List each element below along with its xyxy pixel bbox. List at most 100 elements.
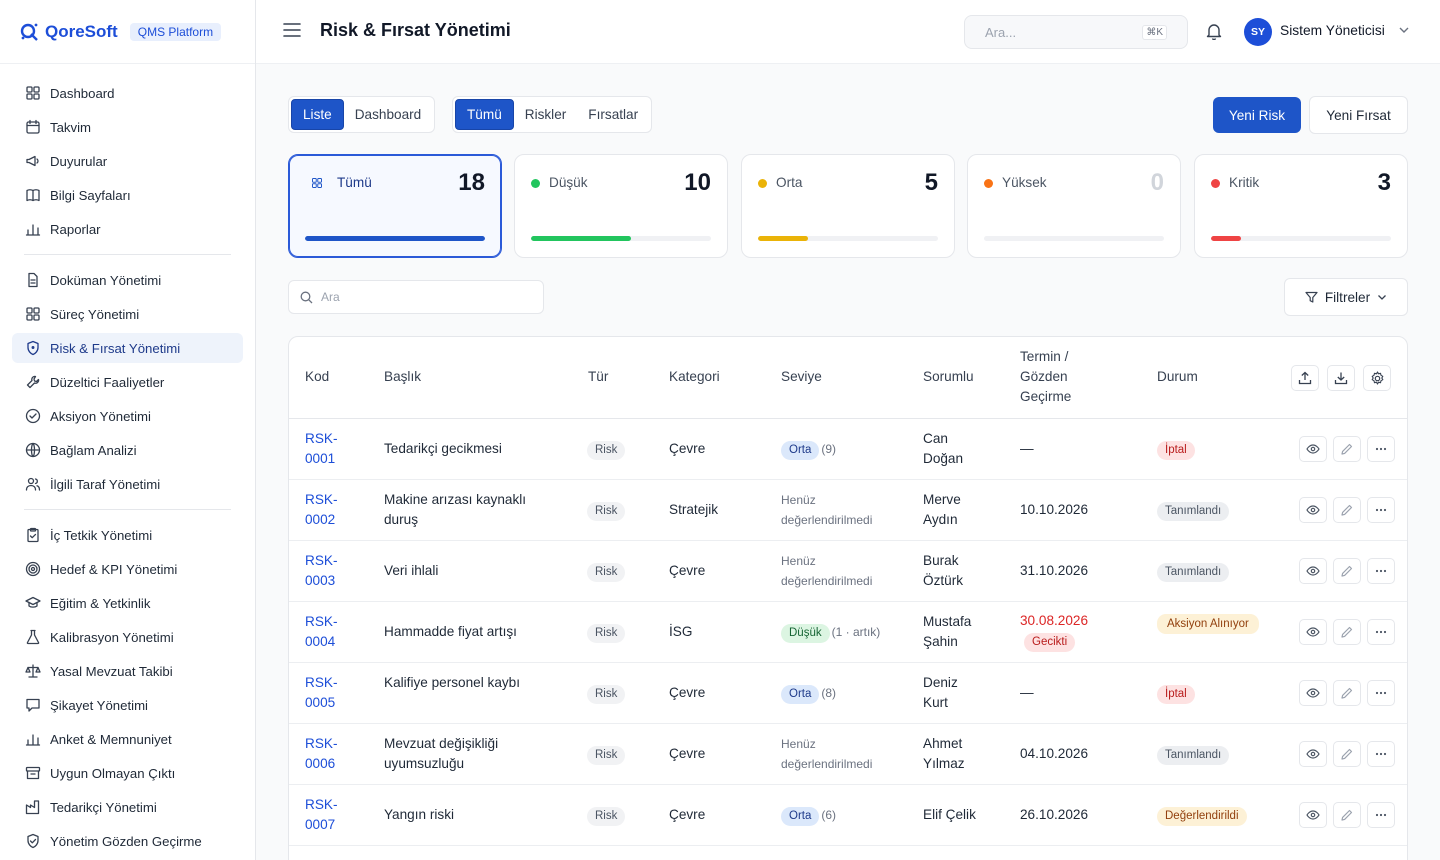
sidebar-item-uygun-olmayan-kt[interactable]: Uygun Olmayan Çıktı xyxy=(12,758,243,788)
sidebar-item-d-zeltici-faaliyetler[interactable]: Düzeltici Faaliyetler xyxy=(12,367,243,397)
sidebar-item-anket-memnuniyet[interactable]: Anket & Memnuniyet xyxy=(12,724,243,754)
risk-code-link[interactable]: RSK- 0001 xyxy=(305,429,337,469)
sidebar-item-kalibrasyon-y-netimi[interactable]: Kalibrasyon Yönetimi xyxy=(12,622,243,652)
bell-icon[interactable] xyxy=(1206,22,1222,40)
sidebar-item-i-lgili-taraf-y-netimi[interactable]: İlgili Taraf Yönetimi xyxy=(12,469,243,499)
stat-card-3[interactable]: Yüksek 0 xyxy=(967,154,1181,258)
menu-icon[interactable] xyxy=(283,22,301,38)
eye-button[interactable] xyxy=(1299,680,1327,706)
logo[interactable]: QoreSoft xyxy=(20,22,118,42)
sidebar-item-raporlar[interactable]: Raporlar xyxy=(12,214,243,244)
table-row[interactable]: RSK- 0001 Tedarikçi gecikmesi Risk Çevre Orta… xyxy=(289,419,1407,480)
sidebar-item-risk-f-rsat-y-netimi[interactable]: Risk & Fırsat Yönetimi xyxy=(12,333,243,363)
risk-code-link[interactable]: RSK- 0005 xyxy=(305,673,337,713)
sidebar-item-duyurular[interactable]: Duyurular xyxy=(12,146,243,176)
sidebar-item-aksiyon-y-netimi[interactable]: Aksiyon Yönetimi xyxy=(12,401,243,431)
status-badge: Tanımlandı xyxy=(1157,563,1230,582)
table-row[interactable]: RSK- 0004 Hammadde fiyat artışı Risk İSG Düşü… xyxy=(289,602,1407,663)
eye-button[interactable] xyxy=(1299,497,1327,523)
risk-code-link[interactable]: RSK- 0003 xyxy=(305,551,337,591)
sidebar-item-dashboard[interactable]: Dashboard xyxy=(12,78,243,108)
status-badge: Tanımlandı xyxy=(1157,502,1230,521)
table-row[interactable]: RSK- 0006 Mevzuat değişikliği uyumsuzluğu R… xyxy=(289,724,1407,785)
sidebar-item-takvim[interactable]: Takvim xyxy=(12,112,243,142)
table-row[interactable]: RSK- 0005 Kalifiye personel kaybı Risk Çevre… xyxy=(289,663,1407,724)
more-button[interactable] xyxy=(1367,802,1395,828)
pencil-icon xyxy=(1341,687,1353,699)
more-button[interactable] xyxy=(1367,436,1395,462)
eye-button[interactable] xyxy=(1299,558,1327,584)
import-button[interactable] xyxy=(1327,365,1355,391)
eye-button[interactable] xyxy=(1299,741,1327,767)
risk-code-link[interactable]: RSK- 0002 xyxy=(305,490,337,530)
stat-card-4[interactable]: Kritik 3 xyxy=(1194,154,1408,258)
more-button[interactable] xyxy=(1367,558,1395,584)
type-tab-tümü[interactable]: Tümü xyxy=(455,99,514,130)
owner-cell: Deniz Kurt xyxy=(923,673,958,713)
stat-card-1[interactable]: Düşük 10 xyxy=(514,154,728,258)
sidebar-item-tedarik-i-y-netimi[interactable]: Tedarikçi Yönetimi xyxy=(12,792,243,822)
pencil-button[interactable] xyxy=(1333,497,1361,523)
sidebar-item-dok-man-y-netimi[interactable]: Doküman Yönetimi xyxy=(12,265,243,295)
global-search-placeholder: Ara... xyxy=(985,24,1017,40)
eye-button[interactable] xyxy=(1299,802,1327,828)
clipboard-icon xyxy=(27,527,39,543)
stat-card-2[interactable]: Orta 5 xyxy=(741,154,955,258)
eye-button[interactable] xyxy=(1299,436,1327,462)
new-opportunity-button[interactable]: Yeni Fırsat xyxy=(1309,96,1408,134)
platform-badge: QMS Platform xyxy=(129,22,222,41)
sidebar-item-ba-lam-analizi[interactable]: Bağlam Analizi xyxy=(12,435,243,465)
risk-title: Hammadde fiyat artışı xyxy=(384,624,517,639)
pencil-button[interactable] xyxy=(1333,436,1361,462)
due-cell: — xyxy=(1020,441,1034,456)
eye-icon xyxy=(1306,505,1320,515)
more-button[interactable] xyxy=(1367,497,1395,523)
avatar[interactable]: SY xyxy=(1244,18,1272,46)
pencil-button[interactable] xyxy=(1333,741,1361,767)
stat-card-0[interactable]: Tümü 18 xyxy=(288,154,502,258)
global-search-input[interactable]: Ara... ⌘K xyxy=(964,15,1188,49)
risk-code-link[interactable]: RSK- 0007 xyxy=(305,795,337,835)
sidebar-item-y-netim-g-zden-ge-irme[interactable]: Yönetim Gözden Geçirme xyxy=(12,826,243,856)
view-tab-dashboard[interactable]: Dashboard xyxy=(354,107,422,122)
sidebar-item-ikayet-y-netimi[interactable]: Şikayet Yönetimi xyxy=(12,690,243,720)
risk-code-link[interactable]: RSK- 0006 xyxy=(305,734,337,774)
owner-name: Merve xyxy=(923,492,961,507)
sidebar-item-yasal-mevzuat-takibi[interactable]: Yasal Mevzuat Takibi xyxy=(12,656,243,686)
sidebar-item-bilgi-sayfalar[interactable]: Bilgi Sayfaları xyxy=(12,180,243,210)
table-settings-button[interactable] xyxy=(1363,365,1391,391)
sidebar-item-s-re-y-netimi[interactable]: Süreç Yönetimi xyxy=(12,299,243,329)
pencil-button[interactable] xyxy=(1333,558,1361,584)
sidebar-item-e-itim-yetkinlik[interactable]: Eğitim & Yetkinlik xyxy=(12,588,243,618)
table-row[interactable]: RSK- 0007 Yangın riski Risk Çevre Orta (6) Elif… xyxy=(289,785,1407,846)
more-button[interactable] xyxy=(1367,680,1395,706)
user-name[interactable]: Sistem Yöneticisi xyxy=(1280,23,1385,38)
sidebar-item-hedef-kpi-y-netimi[interactable]: Hedef & KPI Yönetimi xyxy=(12,554,243,584)
pencil-button[interactable] xyxy=(1333,619,1361,645)
type-tab-riskler[interactable]: Riskler xyxy=(524,107,567,122)
chevron-down-icon[interactable] xyxy=(1398,26,1410,34)
sidebar-item-i-tetkik-y-netimi[interactable]: İç Tetkik Yönetimi xyxy=(12,520,243,550)
graduation-cap-icon xyxy=(25,596,41,608)
pencil-button[interactable] xyxy=(1333,680,1361,706)
table-row[interactable]: RSK- 0002 Makine arızası kaynaklı duruş Ris… xyxy=(289,480,1407,541)
new-risk-button[interactable]: Yeni Risk xyxy=(1213,97,1301,133)
level-pending-text: Henüz değerlendirilmedi xyxy=(781,737,873,771)
due-cell: 10.10.2026 xyxy=(1020,502,1089,517)
export-button[interactable] xyxy=(1291,365,1319,391)
owner-cell: Mustafa Şahin xyxy=(923,612,971,652)
status-badge: Değerlendirildi xyxy=(1157,807,1247,826)
risk-title: Kalifiye personel kaybı xyxy=(384,675,521,690)
owner-name: Elif Çelik xyxy=(923,807,976,822)
view-tab-liste[interactable]: Liste xyxy=(291,99,344,130)
risk-code-link[interactable]: RSK- 0004 xyxy=(305,612,337,652)
pencil-button[interactable] xyxy=(1333,802,1361,828)
type-tab-fırsatlar[interactable]: Fırsatlar xyxy=(588,107,639,122)
column-header: Sorumlu xyxy=(923,369,974,384)
table-row[interactable]: RSK- 0003 Veri ihlali Risk Çevre Henüz değerl… xyxy=(289,541,1407,602)
more-button[interactable] xyxy=(1367,619,1395,645)
list-search-input[interactable]: Ara xyxy=(288,280,544,314)
filters-button[interactable]: Filtreler xyxy=(1284,278,1408,316)
eye-button[interactable] xyxy=(1299,619,1327,645)
more-button[interactable] xyxy=(1367,741,1395,767)
